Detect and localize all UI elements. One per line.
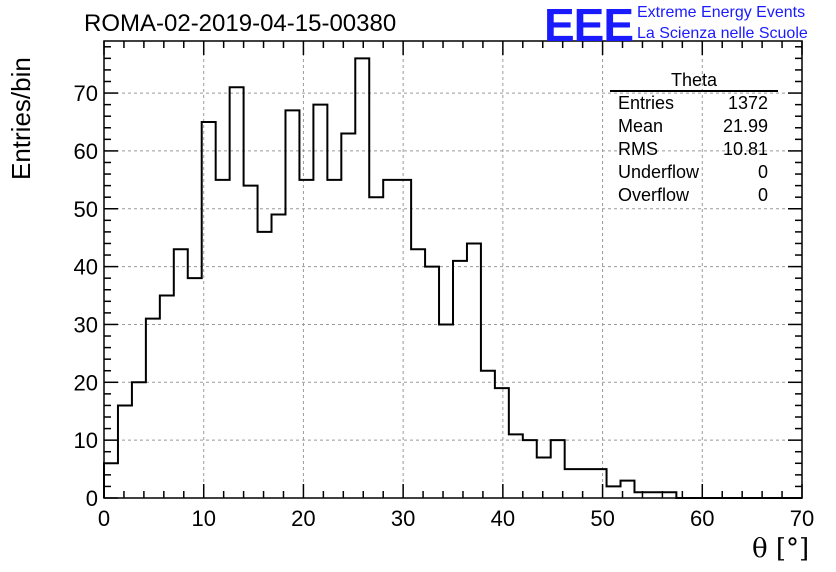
x-tick-label: 60 <box>690 506 714 531</box>
stats-row-overflow: Overflow 0 <box>610 184 778 207</box>
stats-row-underflow: Underflow 0 <box>610 161 778 184</box>
stats-row-mean: Mean 21.99 <box>610 115 778 138</box>
y-tick-label: 50 <box>74 197 98 222</box>
histogram-bin <box>369 197 383 498</box>
histogram-bin <box>104 463 118 498</box>
stats-label: Mean <box>618 116 664 136</box>
y-tick-label: 10 <box>74 428 98 453</box>
stats-label: RMS <box>618 139 658 159</box>
histogram-bin <box>439 324 453 498</box>
histogram-bin <box>230 87 244 498</box>
eee-logo: EEE <box>544 0 634 51</box>
stats-row-rms: RMS 10.81 <box>610 138 778 161</box>
histogram-bin <box>313 105 327 498</box>
y-tick-label: 60 <box>74 139 98 164</box>
histogram-bin <box>118 405 132 498</box>
histogram-bin <box>467 243 481 498</box>
y-axis-label: Entries/bin <box>6 57 36 180</box>
x-tick-label: 50 <box>590 506 614 531</box>
stats-value: 1372 <box>727 93 768 113</box>
stats-value: 0 <box>757 185 768 205</box>
x-tick-label: 10 <box>191 506 215 531</box>
histogram-bin <box>593 469 607 498</box>
histogram-bin <box>355 58 369 498</box>
stats-value: 0 <box>757 162 768 182</box>
histogram-bin <box>453 261 467 498</box>
histogram-bin <box>383 180 397 498</box>
y-tick-label: 0 <box>86 486 98 511</box>
x-axis-label: θ [°] <box>752 534 810 564</box>
histogram-bin <box>272 215 286 498</box>
x-tick-label: 30 <box>391 506 415 531</box>
histogram-bin <box>341 134 355 498</box>
stats-label: Overflow <box>618 185 690 205</box>
x-tick-label: 70 <box>790 506 814 531</box>
stats-row-entries: Entries 1372 <box>610 92 778 115</box>
histogram-bin <box>174 249 188 498</box>
histogram-bin <box>146 319 160 498</box>
histogram-bin <box>607 486 621 498</box>
histogram-bin <box>495 388 509 498</box>
stats-box: Theta Entries 1372 Mean 21.99 RMS 10.81 … <box>610 70 778 207</box>
histogram-bin <box>397 180 411 498</box>
histogram-line <box>103 57 802 499</box>
histogram-bin <box>216 180 230 498</box>
histogram-bin <box>565 469 579 498</box>
histogram-bin <box>299 180 313 498</box>
stats-label: Entries <box>618 93 675 113</box>
stats-label: Underflow <box>618 162 700 182</box>
y-tick-label: 70 <box>74 81 98 106</box>
stats-title: Theta <box>610 70 778 92</box>
histogram-bin <box>509 434 523 498</box>
histogram-bin <box>258 232 272 498</box>
histogram-bin <box>244 186 258 498</box>
histogram-bin <box>202 122 216 498</box>
histogram-bin <box>579 469 593 498</box>
histogram-bin <box>160 296 174 498</box>
histogram-bin <box>523 440 537 498</box>
x-tick-label: 40 <box>491 506 515 531</box>
x-tick-label: 0 <box>98 506 110 531</box>
stats-value: 21.99 <box>722 116 768 136</box>
y-tick-label: 20 <box>74 370 98 395</box>
histogram-bin <box>537 458 551 498</box>
histogram-bin <box>481 371 495 498</box>
histogram-bin <box>188 278 202 498</box>
logo-line-1: Extreme Energy Events <box>637 4 806 21</box>
histogram-bin <box>327 180 341 498</box>
x-tick-label: 20 <box>291 506 315 531</box>
stats-value: 10.81 <box>722 139 768 159</box>
histogram-bin <box>411 249 425 498</box>
histogram-bin <box>551 440 565 498</box>
logo-line-2: La Scienza nelle Scuole <box>637 25 808 42</box>
y-tick-label: 30 <box>74 312 98 337</box>
run-title: ROMA-02-2019-04-15-00380 <box>84 10 397 37</box>
y-tick-label: 40 <box>74 255 98 280</box>
plot-frame <box>103 40 803 499</box>
